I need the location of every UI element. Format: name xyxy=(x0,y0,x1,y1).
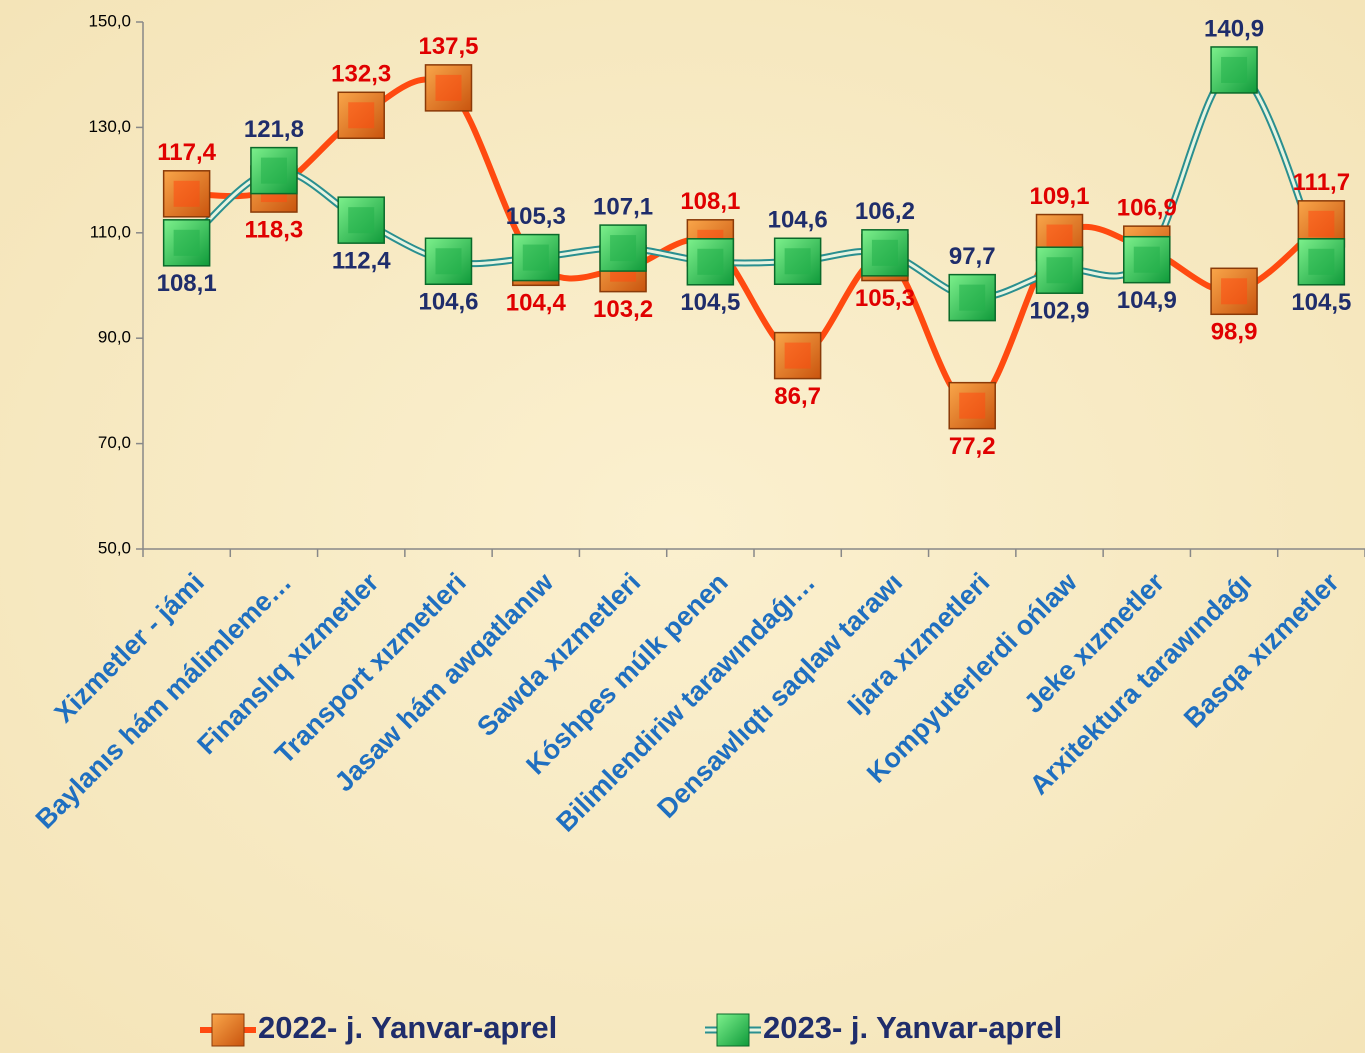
marker-face xyxy=(1308,248,1335,275)
data-label: 97,7 xyxy=(949,243,996,270)
data-label: 86,7 xyxy=(774,383,821,410)
data-label: 132,3 xyxy=(331,61,391,88)
y-tick-label: 150,0 xyxy=(88,11,131,30)
y-tick-label: 70,0 xyxy=(98,433,131,452)
data-label: 140,9 xyxy=(1204,15,1264,42)
data-label: 111,7 xyxy=(1293,169,1350,196)
x-tick-label: Basqa xızmetler xyxy=(1178,567,1345,734)
y-tick-label: 110,0 xyxy=(90,222,131,241)
data-label: 104,4 xyxy=(506,290,567,317)
data-label: 98,9 xyxy=(1211,319,1258,346)
marker-face xyxy=(697,248,724,275)
marker-face xyxy=(435,248,462,275)
marker-face xyxy=(1046,224,1073,251)
marker-face xyxy=(435,74,462,101)
marker-face xyxy=(784,248,811,275)
marker-face xyxy=(610,235,637,262)
data-label: 104,6 xyxy=(768,207,828,234)
data-label: 105,3 xyxy=(506,203,566,230)
marker xyxy=(250,146,298,195)
marker-face xyxy=(1133,246,1160,273)
legend-marker xyxy=(716,1013,750,1047)
data-label: 108,1 xyxy=(157,270,217,297)
y-tick-label: 130,0 xyxy=(88,117,131,136)
data-label: 104,5 xyxy=(1291,289,1351,316)
data-label: 121,8 xyxy=(244,116,304,143)
x-tick-label: Xizmetler - jámi xyxy=(49,567,210,728)
data-label: 107,1 xyxy=(593,193,653,220)
x-tick-label: Sawda xızmetleri xyxy=(471,567,646,742)
legend-marker xyxy=(211,1013,245,1047)
data-label: 118,3 xyxy=(245,216,304,243)
y-tick-label: 90,0 xyxy=(98,328,131,347)
marker xyxy=(773,237,822,286)
marker xyxy=(1210,46,1258,94)
data-label: 105,3 xyxy=(855,285,915,312)
marker-face xyxy=(1221,278,1248,305)
marker-face xyxy=(871,239,898,266)
marker-face xyxy=(260,157,287,184)
data-label: 117,4 xyxy=(157,139,216,166)
marker-face xyxy=(348,207,375,234)
marker-face xyxy=(959,284,986,311)
data-label: 109,1 xyxy=(1029,183,1089,210)
data-label: 106,2 xyxy=(855,198,915,225)
marker-face xyxy=(1046,257,1073,284)
legend-label: 2022- j. Yanvar-aprel xyxy=(258,1010,557,1045)
marker xyxy=(1123,235,1171,284)
data-label: 104,5 xyxy=(680,289,740,316)
data-label: 106,9 xyxy=(1117,194,1177,221)
data-label: 104,6 xyxy=(418,289,478,316)
data-label: 112,4 xyxy=(332,247,391,274)
y-tick-label: 50,0 xyxy=(98,538,131,557)
data-label: 103,2 xyxy=(593,296,653,323)
marker xyxy=(773,331,822,380)
marker-face xyxy=(1221,56,1248,83)
data-label: 104,9 xyxy=(1117,287,1177,314)
data-label: 108,1 xyxy=(680,188,740,215)
data-label: 102,9 xyxy=(1029,298,1089,325)
data-label: 137,5 xyxy=(418,33,478,60)
marker-face xyxy=(173,180,200,207)
legend-label: 2023- j. Yanvar-aprel xyxy=(763,1010,1062,1045)
marker-face xyxy=(1308,210,1335,237)
marker-face xyxy=(959,392,986,419)
marker-face xyxy=(173,229,200,256)
data-label: 77,2 xyxy=(949,433,996,460)
marker-face xyxy=(784,342,811,369)
marker-face xyxy=(348,102,375,129)
marker-face xyxy=(522,244,549,271)
